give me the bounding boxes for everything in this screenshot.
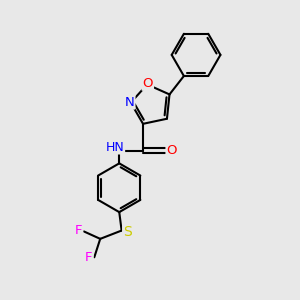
Text: HN: HN — [105, 140, 124, 154]
Text: N: N — [125, 96, 134, 109]
Text: O: O — [167, 144, 177, 157]
Text: F: F — [85, 251, 93, 264]
Text: F: F — [75, 224, 82, 237]
Text: S: S — [123, 225, 132, 239]
Text: O: O — [142, 77, 153, 90]
